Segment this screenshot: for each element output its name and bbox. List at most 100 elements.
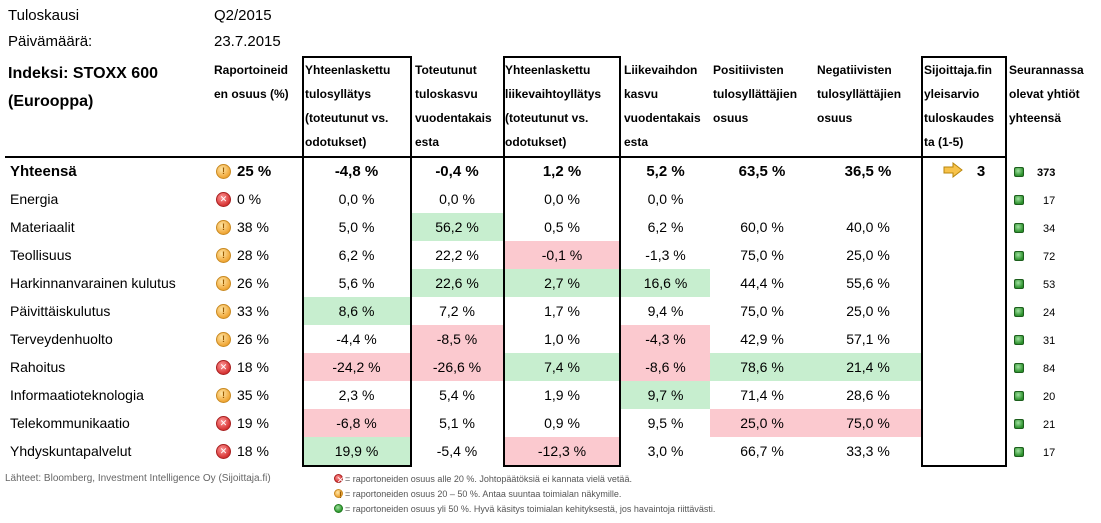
sector-row: Energia 0 % 0,0 % 0,0 % 0,0 % 0,0 % 17 xyxy=(0,185,1101,213)
green-square-icon xyxy=(1014,251,1024,261)
reported-share-cell: 26 % xyxy=(208,269,302,297)
sector-row: Yhdyskuntapalvelut 18 % 19,9 % -5,4 % -12,3 … xyxy=(0,437,1101,465)
header-eps-growth: Toteutunut tuloskasvu vuodentakais esta xyxy=(415,63,492,149)
negative-cell: 21,4 % xyxy=(814,353,922,381)
sector-name: Informaatioteknologia xyxy=(10,387,144,403)
source-note: Lähteet: Bloomberg, Investment Intellige… xyxy=(5,473,271,484)
sector-row: Rahoitus 18 % -24,2 %-26,6 %7,4 %-8,6 %78,… xyxy=(0,353,1101,381)
eps-surprise-cell: -6,8 % xyxy=(302,409,411,437)
negative-cell: 36,5 % xyxy=(844,162,892,180)
eps-surprise-cell: 6,2 % xyxy=(338,247,375,263)
header-positive-share: Positiivisten tulosyllättäjien osuus xyxy=(713,63,798,125)
header-rev-surprise: Yhteenlaskettu liikevaihtoyllätys (toteu… xyxy=(505,63,602,149)
legend-red: = raportoneiden osuus alle 20 %. Johtopä… xyxy=(334,474,632,484)
reported-share-value: 0 % xyxy=(237,191,262,207)
reported-share-cell: 33 % xyxy=(208,297,302,325)
eps-surprise-cell: 8,6 % xyxy=(302,297,411,325)
negative-cell: 33,3 % xyxy=(846,443,890,459)
header-eps-surprise: Yhteenlaskettu tulosyllätys (toteutunut … xyxy=(305,63,391,149)
rev-growth-cell: -8,6 % xyxy=(621,353,710,381)
reported-share-value: 26 % xyxy=(237,331,269,347)
reported-share-cell: 18 % xyxy=(208,437,302,465)
header-negative-share: Negatiivisten tulosyllättäjien osuus xyxy=(817,63,902,125)
legend-yellow: = raportoneiden osuus 20 – 50 %. Antaa s… xyxy=(334,489,621,499)
rev-surprise-cell: 2,7 % xyxy=(503,269,621,297)
eps-surprise-cell: 5,6 % xyxy=(338,275,375,291)
eps-growth-cell: -5,4 % xyxy=(436,443,478,459)
red-x-icon xyxy=(216,192,231,207)
green-square-icon xyxy=(1014,279,1024,289)
rev-growth-cell: 9,5 % xyxy=(647,415,684,431)
green-square-icon xyxy=(1014,223,1024,233)
total-row: Yhteensä 25 % -4,8 % -0,4 % 1,2 % 5,2 % 63,5 %… xyxy=(0,157,1101,185)
sector-name: Harkinnanvarainen kulutus xyxy=(10,275,176,291)
company-count-cell: 84 xyxy=(1006,353,1101,381)
negative-cell: 57,1 % xyxy=(846,331,890,347)
eps-surprise-cell: -4,4 % xyxy=(336,331,377,347)
eps-growth-cell: 5,4 % xyxy=(439,387,475,403)
sector-name: Yhteensä xyxy=(10,162,77,180)
legend-green: = raportoneiden osuus yli 50 %. Hyvä käs… xyxy=(334,504,715,514)
company-count: 20 xyxy=(1043,391,1056,403)
reported-share-cell: 26 % xyxy=(208,325,302,353)
rating-value: 3 xyxy=(976,163,986,180)
eps-growth-cell: 22,6 % xyxy=(411,269,503,297)
negative-cell: 40,0 % xyxy=(846,219,890,235)
positive-cell: 75,0 % xyxy=(740,247,784,263)
green-square-icon xyxy=(1014,195,1024,205)
rev-surprise-cell: 1,2 % xyxy=(542,162,582,180)
rev-surprise-cell: 0,0 % xyxy=(544,191,580,207)
negative-cell: 25,0 % xyxy=(846,247,890,263)
company-count: 31 xyxy=(1043,335,1056,347)
rev-surprise-cell: 0,5 % xyxy=(544,219,580,235)
rev-growth-cell: 9,4 % xyxy=(647,303,684,319)
positive-cell: 42,9 % xyxy=(740,331,784,347)
eps-surprise-cell: 19,9 % xyxy=(302,437,411,465)
eps-growth-cell: 56,2 % xyxy=(411,213,503,241)
negative-cell: 25,0 % xyxy=(846,303,890,319)
header-separator xyxy=(5,156,1005,158)
yellow-circle-icon xyxy=(216,304,231,319)
index-title: Indeksi: STOXX 600 (Eurooppa) xyxy=(8,60,158,116)
sector-name: Rahoitus xyxy=(10,359,66,375)
rev-growth-cell: 3,0 % xyxy=(647,443,684,459)
positive-cell: 75,0 % xyxy=(740,303,784,319)
sector-row: Materiaalit 38 % 5,0 % 56,2 % 0,5 % 6,2 % 60,0… xyxy=(0,213,1101,241)
green-circle-icon xyxy=(334,504,343,513)
rating-cell: 3 xyxy=(922,157,1006,185)
company-count-cell: 21 xyxy=(1006,409,1101,437)
red-x-icon xyxy=(216,360,231,375)
rev-growth-cell: 0,0 % xyxy=(647,191,684,207)
green-square-icon xyxy=(1014,307,1024,317)
company-count-cell: 17 xyxy=(1006,437,1101,465)
header-companies: Seurannassa olevat yhtiöt yhteensä xyxy=(1009,63,1084,125)
reported-share-value: 35 % xyxy=(237,387,269,403)
rating-cell xyxy=(922,213,1006,241)
sector-name: Yhdyskuntapalvelut xyxy=(10,443,132,459)
index-title-line2: (Eurooppa) xyxy=(8,93,94,110)
rev-surprise-cell: 0,9 % xyxy=(544,415,580,431)
company-count-cell: 24 xyxy=(1006,297,1101,325)
rating-cell xyxy=(922,241,1006,269)
negative-cell: 55,6 % xyxy=(846,275,890,291)
eps-growth-cell: 7,2 % xyxy=(439,303,475,319)
rating-cell xyxy=(922,409,1006,437)
eps-surprise-cell: -24,2 % xyxy=(302,353,411,381)
header-reported-share: Raportoineid en osuus (%) xyxy=(214,63,289,101)
positive-cell xyxy=(710,185,814,213)
yellow-circle-icon xyxy=(216,388,231,403)
rating-cell xyxy=(922,353,1006,381)
eps-growth-cell: 0,0 % xyxy=(439,191,475,207)
period-label: Tuloskausi xyxy=(8,7,80,24)
company-count: 53 xyxy=(1043,279,1056,291)
eps-growth-cell: -8,5 % xyxy=(411,325,503,353)
sector-name: Teollisuus xyxy=(10,247,72,263)
sector-row: Terveydenhuolto 26 % -4,4 % -8,5 % 1,0 % -4,3… xyxy=(0,325,1101,353)
reported-share-cell: 19 % xyxy=(208,409,302,437)
company-count: 34 xyxy=(1043,223,1056,235)
sector-name: Materiaalit xyxy=(10,219,75,235)
company-count: 84 xyxy=(1043,363,1056,375)
negative-cell: 75,0 % xyxy=(814,409,922,437)
rating-cell xyxy=(922,269,1006,297)
yellow-circle-icon xyxy=(216,276,231,291)
